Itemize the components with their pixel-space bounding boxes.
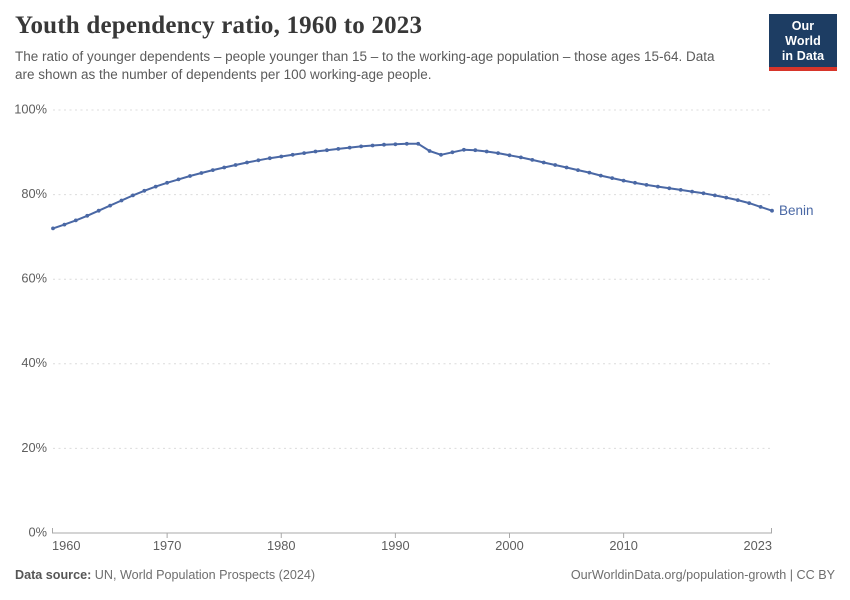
data-point[interactable] [484, 149, 489, 154]
data-point[interactable] [427, 149, 432, 153]
data-point[interactable] [450, 150, 455, 155]
data-point[interactable] [199, 171, 204, 175]
data-point[interactable] [713, 193, 717, 198]
owid-logo[interactable]: Our World in Data [769, 14, 837, 72]
x-tick-label: 2023 [744, 538, 772, 553]
y-tick-label: 100% [14, 101, 47, 116]
data-point[interactable] [233, 163, 238, 167]
data-point[interactable] [439, 152, 443, 157]
y-tick-label: 40% [21, 355, 47, 370]
data-point[interactable] [188, 174, 192, 178]
data-point[interactable] [747, 201, 752, 205]
data-point[interactable] [587, 170, 592, 175]
x-tick-label: 1970 [153, 538, 181, 553]
data-point[interactable] [302, 151, 306, 155]
data-point[interactable] [633, 180, 637, 185]
data-point[interactable] [724, 195, 729, 200]
data-point[interactable] [153, 184, 158, 189]
data-point[interactable] [416, 141, 421, 146]
data-point[interactable] [690, 189, 694, 194]
x-tick-label: 2010 [609, 538, 637, 553]
data-point[interactable] [519, 155, 523, 160]
data-point[interactable] [598, 173, 603, 178]
data-point[interactable] [267, 156, 272, 161]
data-point[interactable] [131, 193, 135, 198]
data-source: Data source: UN, World Population Prospe… [15, 568, 315, 582]
data-point[interactable] [564, 165, 569, 170]
data-point[interactable] [313, 149, 318, 154]
x-tick-label: 1990 [381, 538, 409, 553]
data-point[interactable] [290, 152, 295, 157]
line-chart-svg[interactable]: 0% 20% 40% 60% 80% 100% 1960 1970 1980 1990 2000 20… [0, 95, 850, 570]
data-point[interactable] [678, 188, 683, 192]
data-point[interactable] [541, 160, 546, 165]
data-point[interactable] [382, 142, 386, 147]
data-point[interactable] [222, 165, 227, 170]
y-tick-label: 20% [21, 440, 47, 455]
data-point[interactable] [462, 147, 466, 152]
data-point[interactable] [553, 163, 558, 167]
data-point[interactable] [393, 142, 398, 147]
data-point[interactable] [496, 151, 500, 155]
y-tick-label: 80% [21, 186, 47, 201]
data-point[interactable] [51, 226, 55, 231]
rights-link[interactable]: OurWorldinData.org/population-growth | C… [570, 568, 835, 582]
y-tick-label: 0% [29, 524, 48, 539]
x-tick-label: 1980 [267, 538, 295, 553]
data-point[interactable] [245, 160, 249, 165]
data-point[interactable] [473, 148, 478, 153]
data-point[interactable] [73, 218, 78, 223]
data-point[interactable] [165, 180, 170, 185]
data-point[interactable] [210, 168, 215, 172]
data-point[interactable] [62, 222, 67, 227]
data-point[interactable] [758, 205, 763, 209]
data-point[interactable] [530, 158, 535, 162]
data-source-label: Data source: [15, 568, 92, 582]
data-point[interactable] [370, 143, 375, 148]
data-point[interactable] [142, 188, 147, 193]
data-point[interactable] [359, 144, 363, 149]
data-point[interactable] [656, 184, 660, 189]
owid-logo-line1: Our World [785, 19, 821, 48]
data-point[interactable] [576, 168, 580, 172]
data-point[interactable] [347, 145, 352, 150]
data-point[interactable] [256, 158, 261, 163]
data-source-text: UN, World Population Prospects (2024) [91, 568, 316, 582]
data-point[interactable] [279, 154, 284, 159]
series-end-label[interactable]: Benin [779, 203, 814, 218]
series-line-benin [52, 142, 773, 230]
data-point[interactable] [119, 198, 124, 203]
data-point[interactable] [770, 208, 774, 213]
data-point[interactable] [108, 203, 112, 208]
data-point[interactable] [701, 191, 706, 196]
owid-logo-line2: in Data [781, 48, 825, 63]
y-tick-label: 60% [21, 271, 47, 286]
chart-footer: Data source: UN, World Population Prospe… [15, 568, 835, 582]
data-point[interactable] [404, 141, 409, 146]
data-point[interactable] [621, 178, 626, 183]
data-point[interactable] [336, 147, 341, 151]
data-point[interactable] [176, 177, 181, 182]
data-point[interactable] [667, 186, 672, 191]
data-point[interactable] [85, 213, 90, 218]
x-tick-label: 1960 [52, 538, 80, 553]
data-point[interactable] [735, 198, 740, 202]
x-tick-label: 2000 [495, 538, 523, 553]
data-point[interactable] [96, 208, 101, 213]
data-point[interactable] [610, 176, 615, 180]
chart-header: Youth dependency ratio, 1960 to 2023 The… [15, 12, 750, 84]
data-point[interactable] [325, 148, 329, 153]
data-point[interactable] [644, 183, 649, 187]
data-point[interactable] [507, 153, 512, 158]
chart-title: Youth dependency ratio, 1960 to 2023 [15, 12, 423, 39]
chart-subtitle: The ratio of younger dependents – people… [15, 49, 715, 82]
